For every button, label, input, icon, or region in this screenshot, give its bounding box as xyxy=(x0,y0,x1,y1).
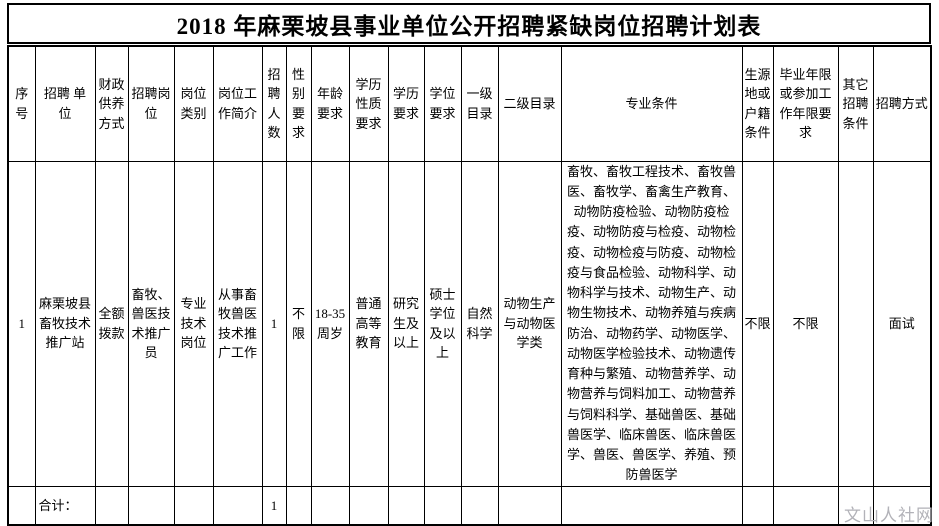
watermark: 文山人社网 xyxy=(844,506,934,525)
total-label-cell: 合计： xyxy=(34,485,96,526)
cell-level2-catalog: 动物生产与动物医学类 xyxy=(497,160,562,487)
cell-job-description: 从事畜牧兽医技术推广工作 xyxy=(212,160,263,487)
total-empty-cell xyxy=(94,485,129,526)
cell-other-conditions xyxy=(837,160,874,487)
total-empty-cell xyxy=(7,485,36,526)
cell-education-req: 研究生及以上 xyxy=(387,160,425,487)
cell-position-category: 专业技术岗位 xyxy=(173,160,214,487)
header-origin-or-residence: 生源地或户籍条件 xyxy=(741,45,774,162)
total-empty-cell xyxy=(212,485,263,526)
total-empty-cell xyxy=(497,485,562,526)
cell-origin-or-residence: 不限 xyxy=(741,160,774,487)
header-graduation-or-work-years: 毕业年限或参加工作年限要求 xyxy=(772,45,839,162)
cell-level1-catalog: 自然科学 xyxy=(460,160,499,487)
header-job-description: 岗位工作简介 xyxy=(212,45,263,162)
total-empty-cell xyxy=(285,485,312,526)
header-level1-catalog: 一级目录 xyxy=(460,45,499,162)
total-empty-cell xyxy=(741,485,774,526)
total-empty-cell xyxy=(387,485,425,526)
cell-seq: 1 xyxy=(7,160,36,487)
cell-funding-type: 全额拨款 xyxy=(94,160,129,487)
total-empty-cell xyxy=(173,485,214,526)
cell-headcount: 1 xyxy=(261,160,287,487)
cell-unit: 麻栗坡县畜牧技术推广站 xyxy=(34,160,96,487)
cell-recruitment-method: 面试 xyxy=(872,160,932,487)
total-empty-cell xyxy=(423,485,462,526)
table-row: 1 麻栗坡县畜牧技术推广站 全额拨款 畜牧、兽医技术推广员 专业技术岗位 从事畜… xyxy=(7,160,932,487)
header-position-category: 岗位类别 xyxy=(173,45,214,162)
cell-education-nature: 普通高等教育 xyxy=(348,160,389,487)
total-headcount-cell: 1 xyxy=(261,485,287,526)
header-education-nature-req: 学历性质要求 xyxy=(348,45,389,162)
header-recruitment-method: 招聘方式 xyxy=(872,45,932,162)
header-age-req: 年龄要求 xyxy=(310,45,350,162)
header-position: 招聘岗位 xyxy=(127,45,175,162)
header-major-conditions: 专业条件 xyxy=(560,45,743,162)
total-empty-cell xyxy=(310,485,350,526)
header-education-req: 学历要求 xyxy=(387,45,425,162)
header-gender-req: 性别要求 xyxy=(285,45,312,162)
total-empty-cell xyxy=(772,485,839,526)
cell-age-req: 18-35周岁 xyxy=(310,160,350,487)
header-degree-req: 学位要求 xyxy=(423,45,462,162)
header-other-conditions: 其它招聘条件 xyxy=(837,45,874,162)
header-row: 序号 招聘 单位 财政供养方式 招聘岗位 岗位类别 岗位工作简介 招聘人数 性别… xyxy=(7,45,932,162)
header-headcount: 招聘人数 xyxy=(261,45,287,162)
page-title: 2018 年麻栗坡县事业单位公开招聘紧缺岗位招聘计划表 xyxy=(7,3,931,44)
header-level2-catalog: 二级目录 xyxy=(497,45,562,162)
header-seq: 序号 xyxy=(7,45,36,162)
cell-years-req: 不限 xyxy=(772,160,839,487)
cell-gender-req: 不限 xyxy=(285,160,312,487)
total-empty-cell xyxy=(127,485,175,526)
cell-degree-req: 硕士学位及以上 xyxy=(423,160,462,487)
header-funding-type: 财政供养方式 xyxy=(94,45,129,162)
total-empty-cell xyxy=(460,485,499,526)
total-empty-cell xyxy=(560,485,743,526)
cell-position: 畜牧、兽医技术推广员 xyxy=(127,160,175,487)
total-empty-cell xyxy=(348,485,389,526)
total-row: 合计： 1 xyxy=(7,485,932,526)
total-empty-cell xyxy=(837,485,874,526)
cell-major-conditions: 畜牧、畜牧工程技术、畜牧兽医、畜牧学、畜禽生产教育、动物防疫检验、动物防疫检疫、… xyxy=(560,160,743,487)
header-unit: 招聘 单位 xyxy=(34,45,96,162)
recruitment-plan-table: 序号 招聘 单位 财政供养方式 招聘岗位 岗位类别 岗位工作简介 招聘人数 性别… xyxy=(7,45,932,526)
